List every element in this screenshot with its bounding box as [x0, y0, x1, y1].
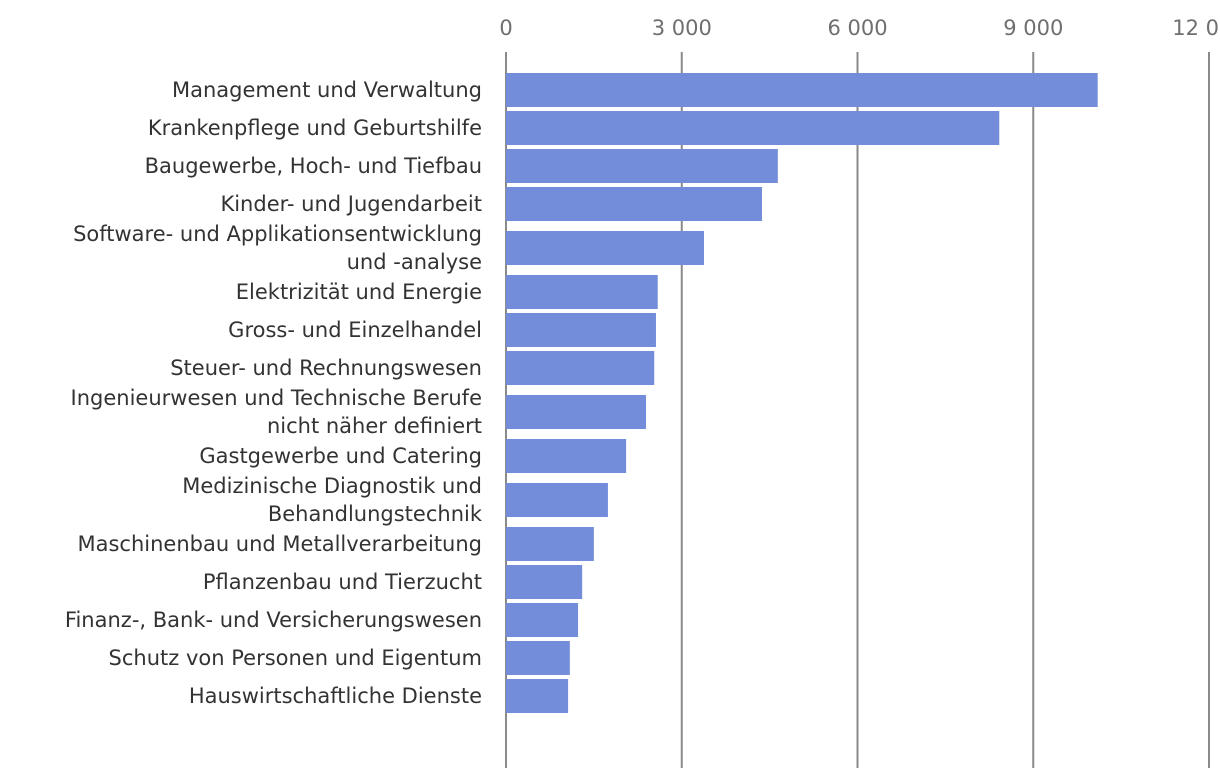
category-label: Krankenpflege und Geburtshilfe: [148, 116, 482, 140]
category-label: Management und Verwaltung: [172, 78, 482, 102]
bar: [506, 73, 1098, 107]
category-label: Baugewerbe, Hoch- und Tiefbau: [145, 154, 482, 178]
category-label: Hauswirtschaftliche Dienste: [189, 684, 482, 708]
bar: [506, 187, 763, 221]
x-tick-label: 9 000: [1003, 16, 1063, 40]
bar: [506, 275, 658, 309]
category-label: Maschinenbau und Metallverarbeitung: [77, 532, 482, 556]
bar: [506, 313, 656, 347]
bar: [506, 395, 647, 429]
category-label: Steuer- und Rechnungswesen: [170, 356, 482, 380]
category-label: Software- und Applikationsentwicklung: [73, 222, 482, 246]
bar: [506, 483, 608, 517]
bar: [506, 679, 569, 713]
category-label: Schutz von Personen und Eigentum: [109, 646, 482, 670]
bar: [506, 641, 570, 675]
category-label: Kinder- und Jugendarbeit: [220, 192, 482, 216]
category-label: nicht näher definiert: [267, 414, 482, 438]
category-label: Gross- und Einzelhandel: [228, 318, 482, 342]
category-label: Medizinische Diagnostik und: [182, 474, 482, 498]
bars: [506, 73, 1098, 713]
category-labels: Management und Verwaltung Krankenpflege u…: [65, 78, 483, 708]
bar: [506, 149, 778, 183]
bar: [506, 439, 627, 473]
bar: [506, 351, 655, 385]
category-label: Pflanzenbau und Tierzucht: [203, 570, 482, 594]
x-tick-label: 0: [499, 16, 512, 40]
bar: [506, 527, 594, 561]
bar: [506, 231, 705, 265]
category-label: Finanz-, Bank- und Versicherungswesen: [65, 608, 482, 632]
category-label: Gastgewerbe und Catering: [199, 444, 482, 468]
category-label: und -analyse: [347, 250, 482, 274]
bar: [506, 111, 1000, 145]
x-tick-label: 12 000: [1172, 16, 1220, 40]
bar: [506, 565, 583, 599]
category-label: Elektrizität und Energie: [236, 280, 482, 304]
x-tick-label: 3 000: [652, 16, 712, 40]
category-label: Behandlungstechnik: [268, 502, 483, 526]
bar: [506, 603, 579, 637]
category-label: Ingenieurwesen und Technische Berufe: [71, 386, 482, 410]
x-tick-label: 6 000: [827, 16, 887, 40]
x-axis-tick-labels: 0 3 000 6 000 9 000 12 000: [499, 16, 1220, 40]
